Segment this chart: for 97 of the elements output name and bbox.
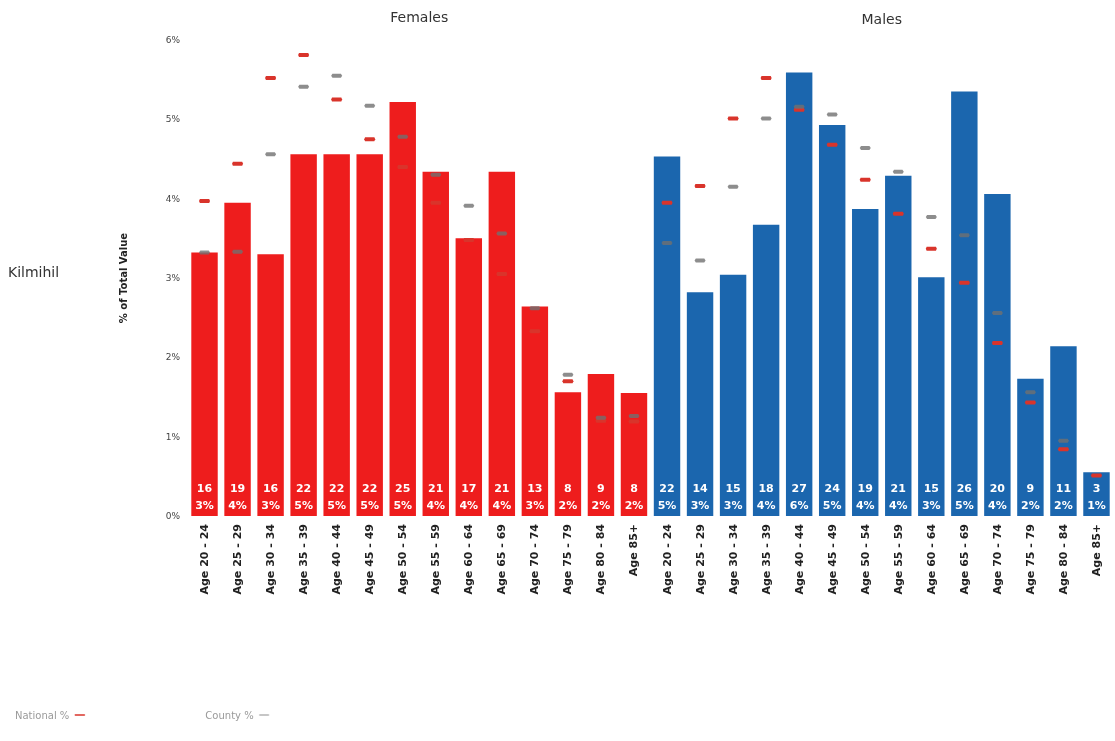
bar xyxy=(653,156,681,516)
bar xyxy=(1017,378,1044,516)
bar xyxy=(389,101,416,516)
bar xyxy=(356,154,383,516)
data-label: 19 4% xyxy=(855,482,875,512)
data-label: 9 2% xyxy=(1021,482,1040,512)
data-label: 16 3% xyxy=(195,482,214,512)
bar xyxy=(752,224,780,516)
x-tick-label: Age 20 - 24 xyxy=(198,523,212,595)
x-tick-label: Age 35 - 39 xyxy=(759,524,773,595)
x-tick-label: Age 50 - 54 xyxy=(396,523,410,595)
bar xyxy=(488,171,516,516)
bar xyxy=(1083,472,1110,516)
x-tick-label: Age 40 - 44 xyxy=(792,523,806,595)
bar xyxy=(323,154,350,516)
bar xyxy=(885,175,912,516)
data-label: 22 5% xyxy=(657,482,677,512)
bar xyxy=(852,208,879,516)
x-tick-label: Age 75 - 79 xyxy=(1023,524,1037,595)
y-tick-label: 3% xyxy=(165,273,181,283)
y-tick-label: 4% xyxy=(165,193,181,204)
data-label: 17 4% xyxy=(459,482,479,512)
bar xyxy=(818,124,846,516)
bar xyxy=(224,202,251,516)
text: Females xyxy=(390,9,449,25)
legend-label: County % xyxy=(205,709,254,721)
x-tick-label: Age 30 - 34 xyxy=(726,523,740,595)
x-tick-label: Age 50 - 54 xyxy=(858,523,872,595)
bar xyxy=(984,193,1011,516)
bar xyxy=(257,254,284,516)
bar xyxy=(587,373,615,516)
bar xyxy=(422,171,449,516)
bar xyxy=(1050,346,1077,516)
data-label: 21 4% xyxy=(492,482,512,512)
bar xyxy=(686,292,714,516)
data-label: 15 3% xyxy=(723,482,743,512)
x-tick-label: Age 40 - 44 xyxy=(330,523,344,595)
y-axis-title: % of Total Value xyxy=(117,232,129,324)
bar xyxy=(918,277,945,516)
data-label: 22 5% xyxy=(327,482,346,512)
x-tick-label: Age 30 - 34 xyxy=(264,523,278,595)
bar xyxy=(521,306,549,516)
data-label: 20 4% xyxy=(988,482,1007,512)
x-tick-label: Age 65 - 69 xyxy=(957,524,971,595)
data-label: 8 2% xyxy=(624,482,644,512)
x-tick-label: Age 25 - 29 xyxy=(231,524,245,595)
x-tick-label: Age 45 - 49 xyxy=(825,524,839,595)
y-tick-label: 2% xyxy=(165,352,181,363)
x-tick-label: Age 20 - 24 xyxy=(660,523,674,595)
text: Kilmihil xyxy=(8,264,60,280)
x-tick-label: Age 35 - 39 xyxy=(297,524,311,595)
y-tick-label: 1% xyxy=(165,431,181,442)
bar xyxy=(554,392,582,516)
x-tick-label: Age 80 - 84 xyxy=(594,523,608,595)
x-tick-label: Age 45 - 49 xyxy=(363,524,377,595)
x-tick-label: Age 85+ xyxy=(1089,524,1103,577)
bar xyxy=(455,238,483,516)
x-tick-label: Age 60 - 64 xyxy=(462,523,476,595)
bar xyxy=(785,72,813,516)
data-label: 21 4% xyxy=(426,482,446,512)
bar xyxy=(620,393,648,516)
y-tick-label: 5% xyxy=(165,114,181,125)
data-label: 22 5% xyxy=(294,482,313,512)
data-label: 18 4% xyxy=(756,482,776,512)
x-tick-label: Age 65 - 69 xyxy=(495,524,509,595)
x-tick-label: Age 80 - 84 xyxy=(1056,523,1070,595)
data-label: 15 3% xyxy=(921,482,941,512)
data-label: 13 3% xyxy=(525,482,545,512)
data-label: 14 3% xyxy=(690,482,710,512)
x-tick-label: Age 60 - 64 xyxy=(924,523,938,595)
data-label: 24 5% xyxy=(822,482,842,512)
text: Males xyxy=(861,11,902,27)
x-tick-label: Age 85+ xyxy=(627,524,641,577)
y-tick-label: 0% xyxy=(165,511,181,521)
x-tick-label: Age 55 - 59 xyxy=(891,524,905,595)
data-label: 9 2% xyxy=(591,482,611,512)
x-tick-label: Age 75 - 79 xyxy=(561,524,575,595)
bar xyxy=(290,154,317,516)
bar xyxy=(951,91,978,516)
data-label: 16 3% xyxy=(261,482,280,512)
bar xyxy=(719,274,747,516)
data-label: 26 5% xyxy=(955,482,974,512)
legend-label: National % xyxy=(14,709,70,721)
data-label: 3 1% xyxy=(1087,482,1106,512)
x-tick-label: Age 70 - 74 xyxy=(528,523,542,595)
data-label: 19 4% xyxy=(228,482,247,512)
x-tick-label: Age 25 - 29 xyxy=(693,524,707,595)
data-label: 11 2% xyxy=(1054,482,1073,512)
y-tick-label: 6% xyxy=(165,35,181,45)
data-label: 21 4% xyxy=(888,482,908,512)
x-tick-label: Age 55 - 59 xyxy=(429,524,443,595)
data-label: 22 5% xyxy=(360,482,380,512)
bar xyxy=(191,252,218,516)
data-label: 27 6% xyxy=(789,482,809,512)
data-label: 8 2% xyxy=(558,482,578,512)
x-tick-label: Age 70 - 74 xyxy=(990,523,1004,595)
data-label: 25 5% xyxy=(393,482,413,512)
